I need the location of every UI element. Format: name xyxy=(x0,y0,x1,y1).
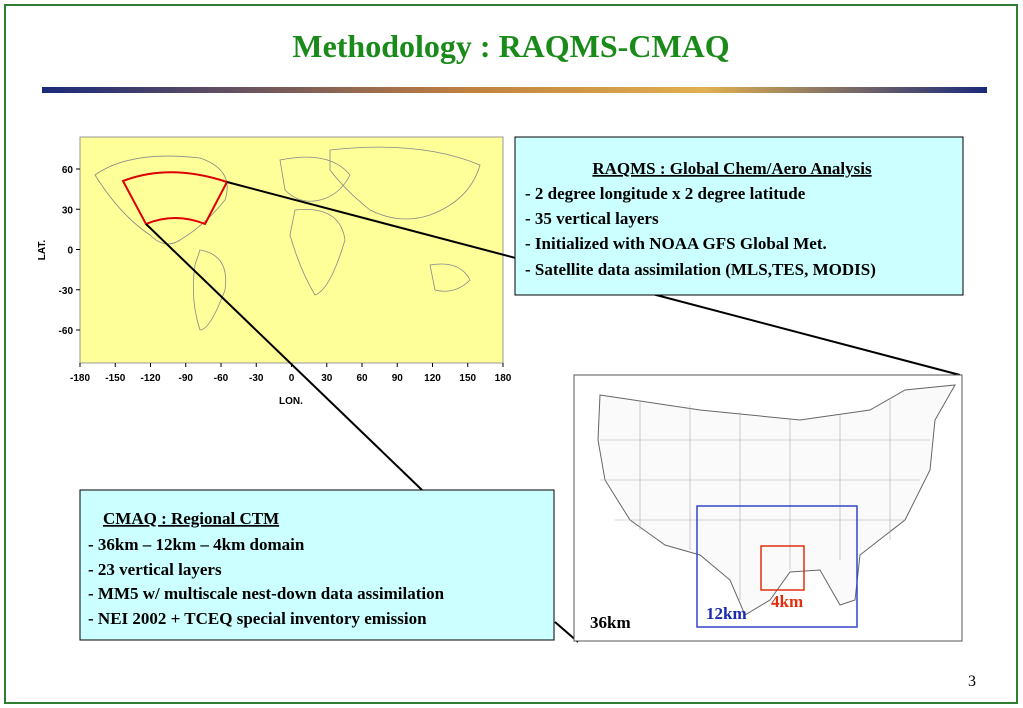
x-axis-label: LON. xyxy=(279,396,303,407)
page-number: 3 xyxy=(968,673,976,690)
x-tick-label: -120 xyxy=(140,373,160,384)
x-tick-label: 90 xyxy=(392,373,404,384)
cmaq-box: CMAQ : Regional CTM - 36km – 12km – 4km … xyxy=(79,489,555,641)
x-tick-label: 150 xyxy=(459,373,476,384)
box-item: - Initialized with NOAA GFS Global Met. xyxy=(525,234,827,253)
box-heading: CMAQ : Regional CTM xyxy=(103,509,279,528)
y-tick-label: -30 xyxy=(59,286,74,297)
x-tick-label: -180 xyxy=(70,373,90,384)
box-item: - 2 degree longitude x 2 degree latitude xyxy=(525,184,806,203)
us-outline xyxy=(597,384,956,616)
title-rule xyxy=(42,87,987,93)
box-item: - MM5 w/ multiscale nest-down data assim… xyxy=(88,584,445,603)
box-item: - NEI 2002 + TCEQ special inventory emis… xyxy=(88,609,427,628)
domain-12km xyxy=(696,505,858,628)
x-tick-label: -30 xyxy=(249,373,264,384)
box xyxy=(514,136,964,296)
domain-label: 36km xyxy=(590,613,631,632)
domain-4km xyxy=(760,545,805,591)
box-item: - 36km – 12km – 4km domain xyxy=(88,535,305,554)
box xyxy=(79,489,555,641)
raqms-domain xyxy=(121,171,229,226)
connector xyxy=(145,223,423,491)
x-tick-label: -90 xyxy=(179,373,194,384)
box-heading: RAQMS : Global Chem/Aero Analysis xyxy=(592,159,872,178)
slide-border xyxy=(4,4,1018,704)
x-tick-label: 120 xyxy=(424,373,441,384)
domain-label: 4km xyxy=(771,592,803,611)
box-item: - 23 vertical layers xyxy=(88,560,222,579)
x-tick-label: -150 xyxy=(105,373,125,384)
title: Methodology : RAQMS-CMAQ xyxy=(292,28,729,64)
y-tick-label: 0 xyxy=(67,246,73,257)
domain-label: 12km xyxy=(706,604,747,623)
y-axis-label: LAT. xyxy=(37,240,48,261)
x-tick-label: 0 xyxy=(289,373,295,384)
y-tick-label: -60 xyxy=(59,326,74,337)
x-tick-label: -60 xyxy=(214,373,229,384)
raqms-box: RAQMS : Global Chem/Aero Analysis - 2 de… xyxy=(514,136,964,296)
box-item: - Satellite data assimilation (MLS,TES, … xyxy=(525,260,876,279)
x-tick-label: 180 xyxy=(495,373,512,384)
world-ticks: -180 -150 -120 -90 -60 -30 0 30 60 90 120 150 180 60 3… xyxy=(59,165,512,384)
world-map: -180 -150 -120 -90 -60 -30 0 30 60 90 120 150 180 60 3… xyxy=(37,136,512,407)
y-tick-label: 30 xyxy=(62,205,74,216)
map-area xyxy=(79,136,504,364)
x-tick-label: 60 xyxy=(356,373,368,384)
us-map: 36km 12km 4km xyxy=(573,374,963,642)
y-tick-label: 60 xyxy=(62,165,74,176)
x-tick-label: 30 xyxy=(321,373,333,384)
box-item: - 35 vertical layers xyxy=(525,209,659,228)
